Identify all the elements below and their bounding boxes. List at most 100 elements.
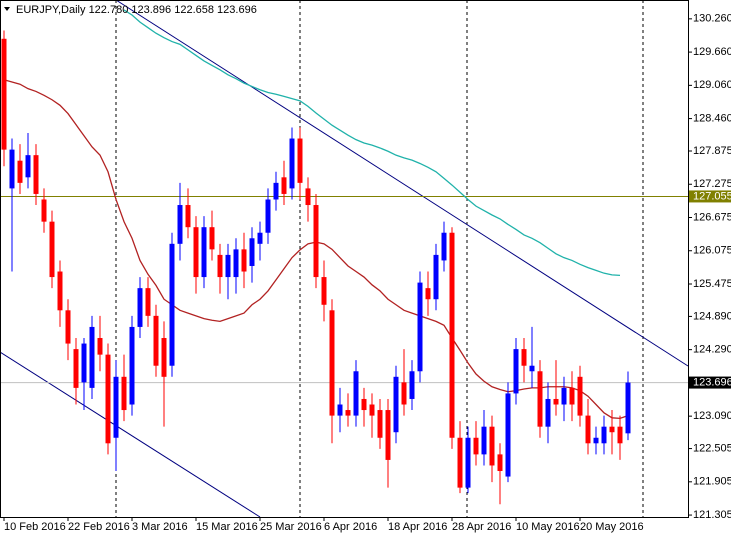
candle-body <box>377 410 383 438</box>
y-tick-label: 124.290 <box>693 344 731 356</box>
candle-body <box>121 376 127 411</box>
candle-body <box>433 254 439 300</box>
y-tick-label: 122.505 <box>693 442 731 454</box>
candle-body <box>265 199 271 233</box>
x-tick-label: 28 Apr 2016 <box>452 521 511 533</box>
candle-body <box>81 343 87 383</box>
candle-body <box>281 177 287 194</box>
candle-body <box>257 232 263 244</box>
candle-body <box>225 254 231 278</box>
candle-body <box>33 155 39 194</box>
candle-body <box>73 349 79 388</box>
candle-body <box>169 243 175 366</box>
candle-body <box>353 371 359 416</box>
candle-body <box>593 437 599 444</box>
candle-body <box>609 426 615 433</box>
candle-body <box>577 376 583 416</box>
candle-body <box>305 188 311 206</box>
candle-body <box>185 205 191 228</box>
hline-label: 127.055 <box>693 190 731 202</box>
candle-body <box>529 365 535 372</box>
high-value: 123.896 <box>131 4 171 16</box>
candle-body <box>113 376 119 438</box>
candle-body <box>569 387 575 405</box>
candle-body <box>337 404 343 416</box>
candle-body <box>289 138 295 189</box>
candle-body <box>97 338 103 355</box>
y-tick-label: 129.660 <box>693 46 731 58</box>
candle-body <box>89 326 95 388</box>
y-tick-label: 129.060 <box>693 79 731 91</box>
hline-label-box <box>689 190 731 203</box>
y-tick-label: 128.460 <box>693 112 731 124</box>
trend-line <box>0 351 261 518</box>
candle-body <box>617 426 623 444</box>
candle-body <box>201 227 207 278</box>
candle-body <box>297 138 303 183</box>
candle-body <box>145 288 151 316</box>
trend-line <box>115 0 689 367</box>
candle-body <box>129 326 135 405</box>
candle-body <box>409 371 415 399</box>
candle-body <box>465 437 471 488</box>
candle-body <box>361 398 367 411</box>
candle-body <box>425 288 431 300</box>
candle-body <box>17 160 23 183</box>
close-value: 123.696 <box>217 4 257 16</box>
candle-body <box>473 437 479 455</box>
x-tick-label: 10 Feb 2016 <box>4 521 66 533</box>
candle-body <box>401 382 407 405</box>
header: EURJPY,Daily 122.780 123.896 122.658 123… <box>4 4 257 16</box>
candle-body <box>417 282 423 372</box>
y-tick-label: 121.305 <box>693 509 731 521</box>
y-tick-label: 126.675 <box>693 211 731 223</box>
candle-body <box>393 376 399 433</box>
candle-body <box>505 393 511 477</box>
candle-body <box>345 410 351 416</box>
plot-area <box>0 0 689 518</box>
candle-body <box>561 387 567 405</box>
candle-body <box>537 371 543 427</box>
symbol: EURJPY,Daily <box>16 4 86 16</box>
candle-body <box>369 404 375 416</box>
candle-body <box>497 454 503 472</box>
x-tick-label: 10 May 2016 <box>516 521 580 533</box>
candle-body <box>249 238 255 266</box>
x-tick-label: 15 Mar 2016 <box>196 521 258 533</box>
header-text: EURJPY,Daily 122.780 123.896 122.658 123… <box>16 4 257 16</box>
candle-body <box>25 155 31 178</box>
y-tick-label: 121.905 <box>693 476 731 488</box>
plot-border <box>0 0 689 518</box>
candle-body <box>65 310 71 344</box>
x-tick-label: 22 Feb 2016 <box>68 521 130 533</box>
price-label-box <box>689 376 731 389</box>
candle-body <box>545 398 551 427</box>
candle-body <box>601 426 607 444</box>
candle-body <box>193 227 199 278</box>
candle-body <box>321 277 327 305</box>
low-value: 122.658 <box>174 4 214 16</box>
candle-body <box>585 415 591 444</box>
x-tick-label: 3 Mar 2016 <box>132 521 188 533</box>
candle-body <box>385 410 391 460</box>
candle-body <box>553 398 559 405</box>
y-tick-label: 124.890 <box>693 310 731 322</box>
y-tick-label: 126.075 <box>693 245 731 257</box>
candle-body <box>329 310 335 416</box>
y-tick-label: 127.275 <box>693 178 731 190</box>
y-tick-label: 125.475 <box>693 278 731 290</box>
candle-body <box>273 182 279 200</box>
candle-body <box>625 382 631 434</box>
candle-body <box>41 199 47 222</box>
x-tick-label: 25 Mar 2016 <box>260 521 322 533</box>
candle-body <box>153 315 159 366</box>
x-tick-label: 20 May 2016 <box>580 521 644 533</box>
candle-body <box>489 426 495 466</box>
candle-body <box>1 38 7 150</box>
y-tick-label: 130.260 <box>693 13 731 25</box>
candle-body <box>481 426 487 455</box>
candle-body <box>217 254 223 278</box>
y-tick-label: 123.090 <box>693 410 731 422</box>
